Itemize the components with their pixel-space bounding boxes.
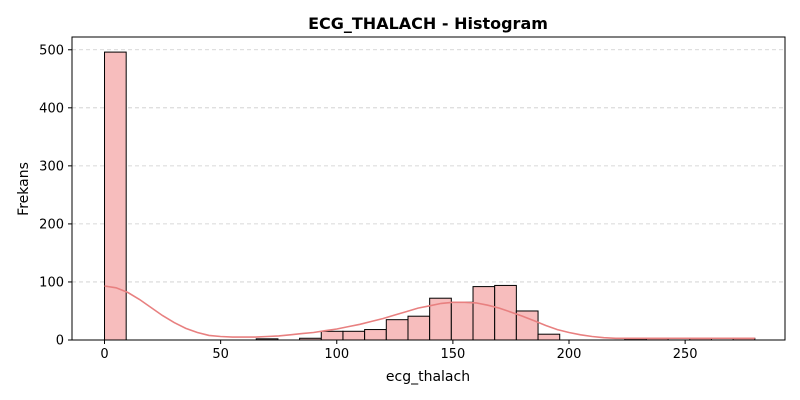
y-tick-label: 300 bbox=[39, 159, 64, 174]
y-axis-ticks: 0 100 200 300 400 500 bbox=[39, 43, 72, 349]
chart-title: ECG_THALACH - Histogram bbox=[308, 14, 548, 33]
x-tick-label: 150 bbox=[440, 347, 465, 362]
x-tick-label: 200 bbox=[557, 347, 582, 362]
histogram-bar bbox=[450, 301, 474, 341]
y-axis-label: Frekans bbox=[16, 162, 32, 216]
y-tick-label: 200 bbox=[39, 217, 64, 232]
x-tick-label: 100 bbox=[324, 347, 349, 362]
grid-lines bbox=[72, 49, 785, 341]
x-tick-label: 0 bbox=[100, 347, 108, 362]
histogram-bar bbox=[342, 330, 366, 341]
histogram-bar bbox=[472, 286, 496, 341]
x-axis-label: ecg_thalach bbox=[386, 369, 470, 385]
histogram-bar bbox=[407, 315, 431, 341]
y-tick-label: 500 bbox=[39, 43, 64, 58]
histogram-bar bbox=[385, 319, 409, 341]
y-tick-label: 400 bbox=[39, 101, 64, 116]
y-tick-label: 100 bbox=[39, 275, 64, 290]
histogram-bar bbox=[104, 51, 127, 341]
x-tick-label: 250 bbox=[673, 347, 698, 362]
histogram-bar bbox=[320, 330, 344, 341]
x-axis-ticks: 0 50 100 150 200 250 bbox=[100, 340, 698, 362]
histogram-bar bbox=[364, 329, 387, 341]
kde-curve-group bbox=[104, 285, 755, 340]
histogram-bars bbox=[104, 51, 756, 341]
kde-curve bbox=[104, 285, 755, 340]
plot-frame bbox=[71, 36, 786, 341]
x-tick-label: 50 bbox=[212, 347, 229, 362]
histogram-bar bbox=[537, 333, 561, 341]
y-tick-label: 0 bbox=[56, 334, 64, 349]
